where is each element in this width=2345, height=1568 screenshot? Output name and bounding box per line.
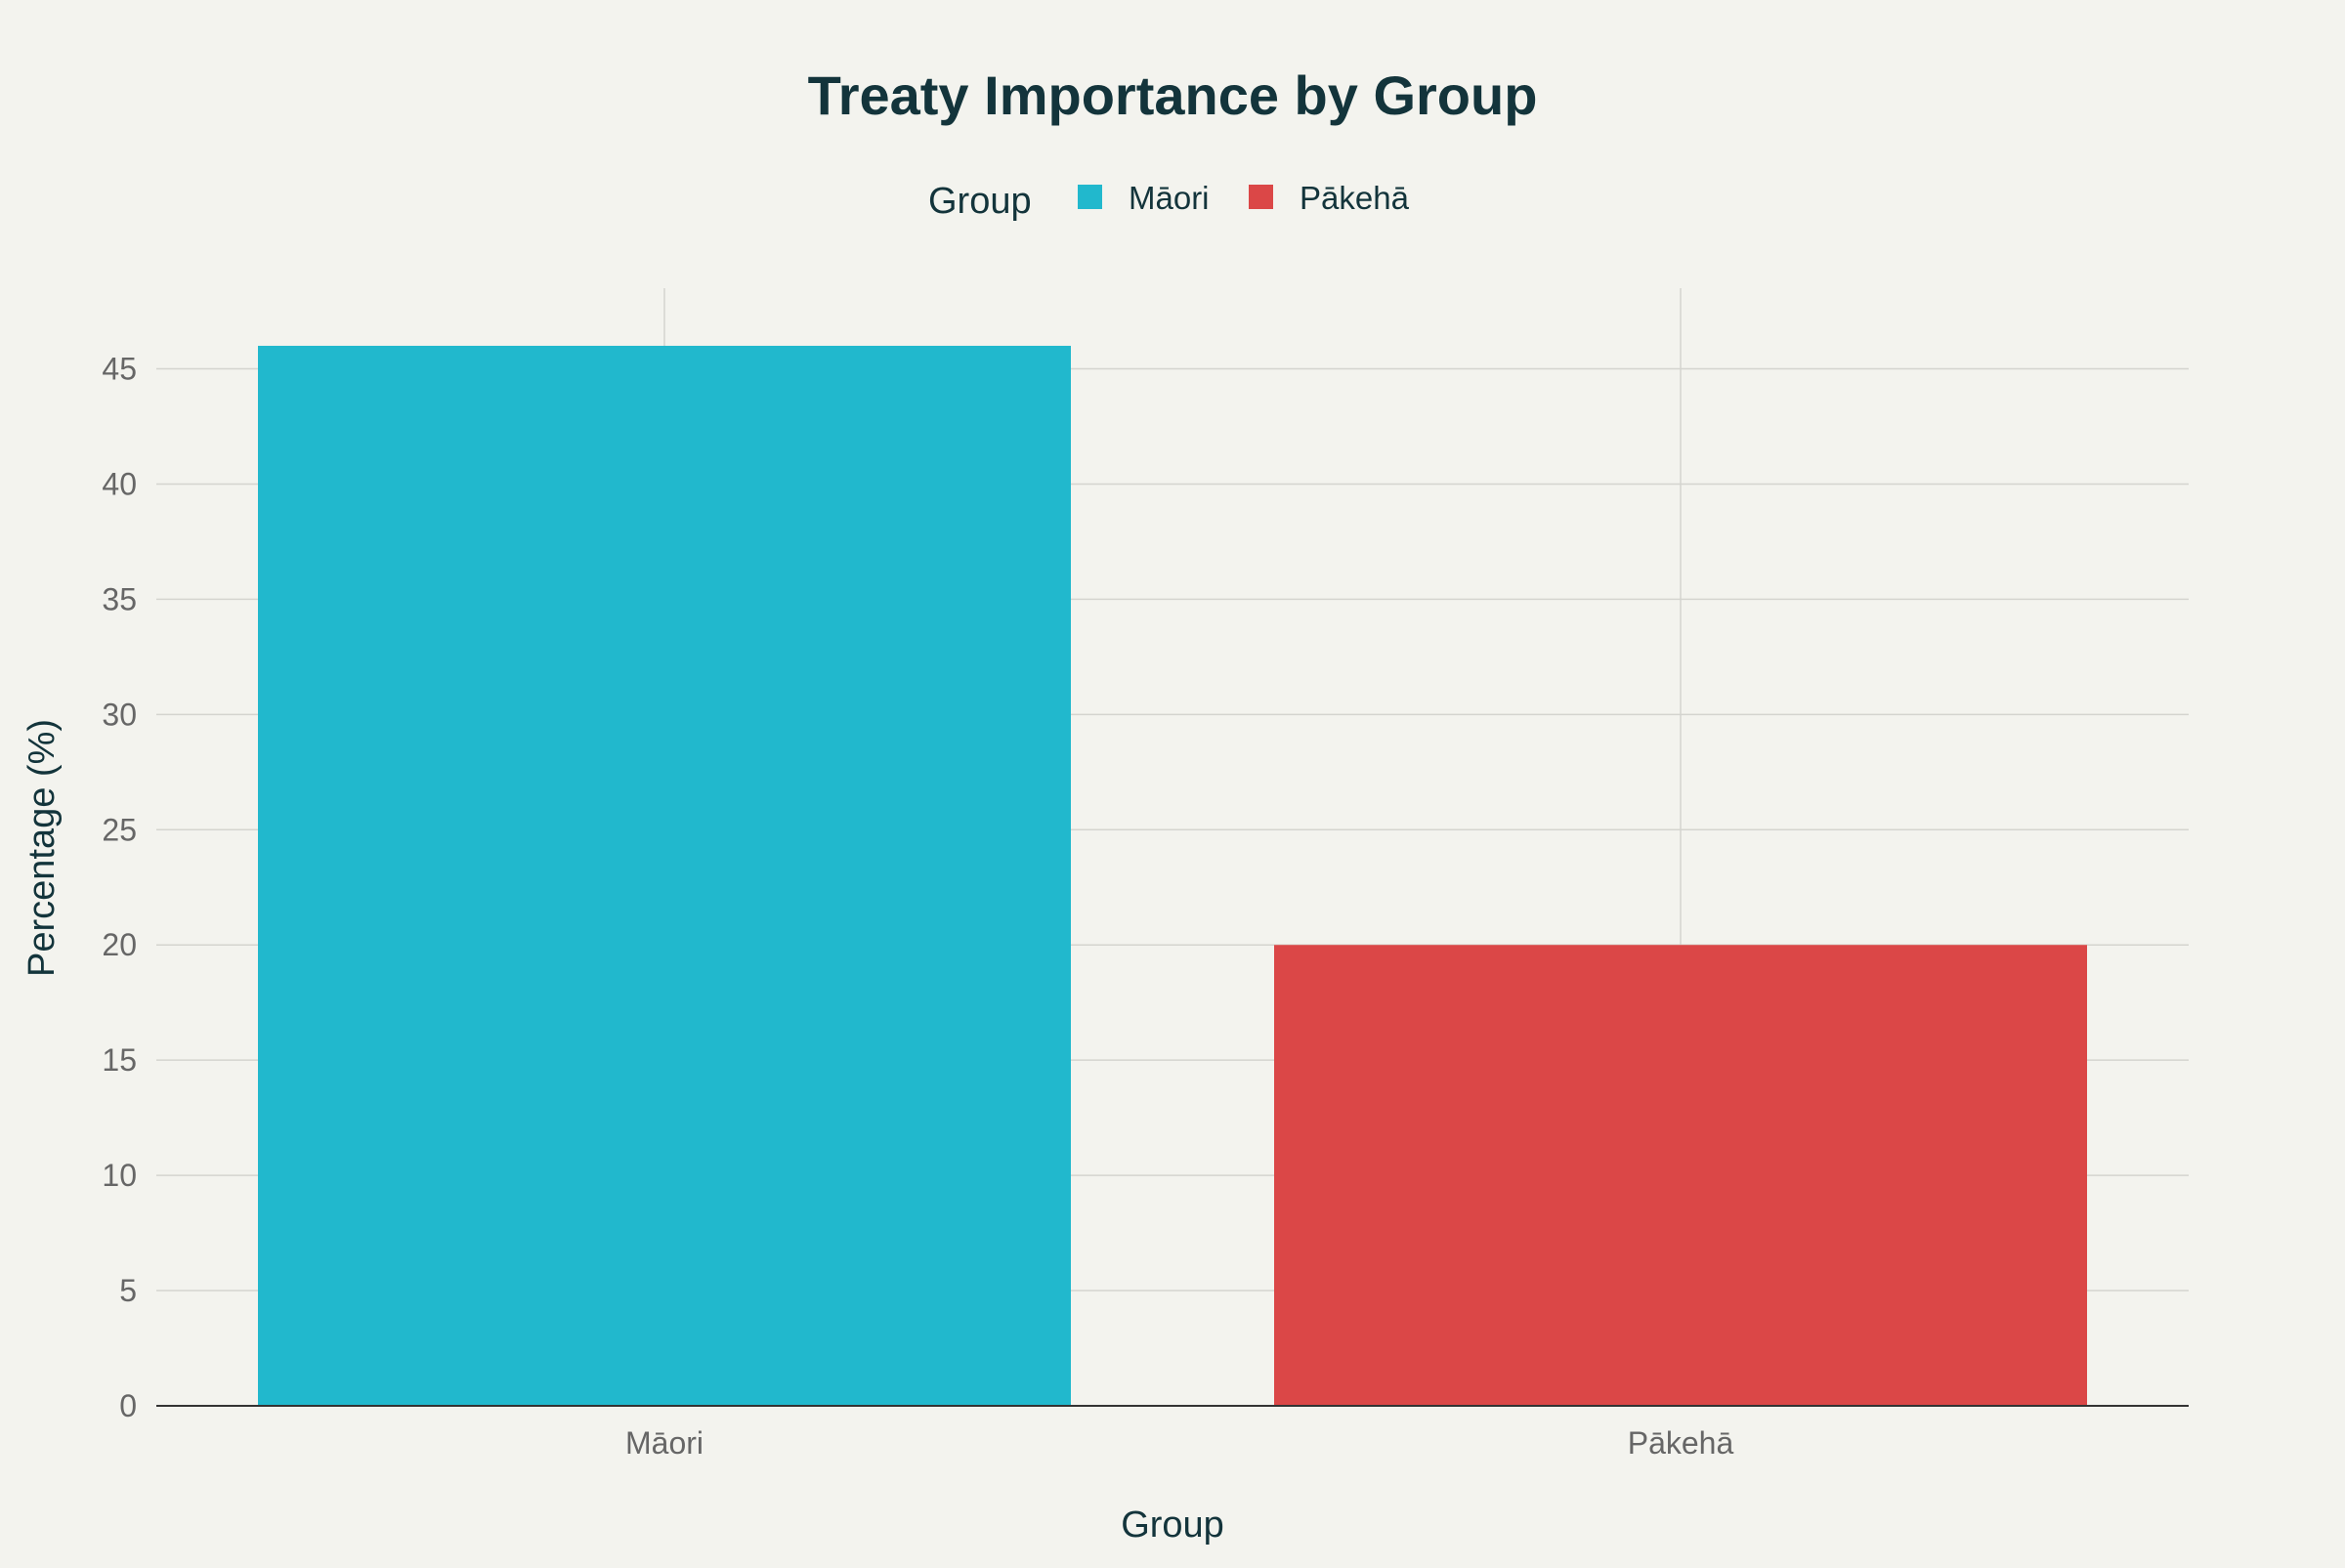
bars: [258, 345, 2087, 1406]
legend-title: Group: [928, 181, 1032, 222]
y-tick-label: 40: [102, 466, 137, 501]
y-tick-label: 45: [102, 352, 137, 387]
y-tick-label: 25: [102, 812, 137, 847]
y-tick-label: 35: [102, 581, 137, 616]
x-tick-label: Pākehā: [1628, 1425, 1734, 1461]
y-tick-label: 20: [102, 927, 137, 962]
legend-swatch: [1078, 185, 1102, 209]
y-tick-label: 5: [119, 1273, 137, 1308]
legend-label: Pākehā: [1300, 180, 1410, 216]
legend-swatch: [1249, 185, 1273, 209]
x-tick-label: Māori: [625, 1425, 704, 1461]
y-axis-title: Percentage (%): [21, 719, 63, 977]
bar-1: [258, 345, 1071, 1406]
x-axis-title: Group: [1121, 1504, 1224, 1546]
y-tick-label: 30: [102, 697, 137, 732]
bar-2: [1274, 945, 2087, 1406]
y-tick-label: 15: [102, 1042, 137, 1078]
chart-title: Treaty Importance by Group: [808, 64, 1538, 126]
legend: Group Māori Pākehā: [928, 180, 1410, 222]
y-tick-label: 0: [119, 1388, 137, 1423]
y-tick-label: 10: [102, 1158, 137, 1193]
axes: 0 5 10 15 20 25 30 35 40 45 Māori Pākehā: [102, 352, 2189, 1461]
legend-label: Māori: [1129, 180, 1210, 216]
